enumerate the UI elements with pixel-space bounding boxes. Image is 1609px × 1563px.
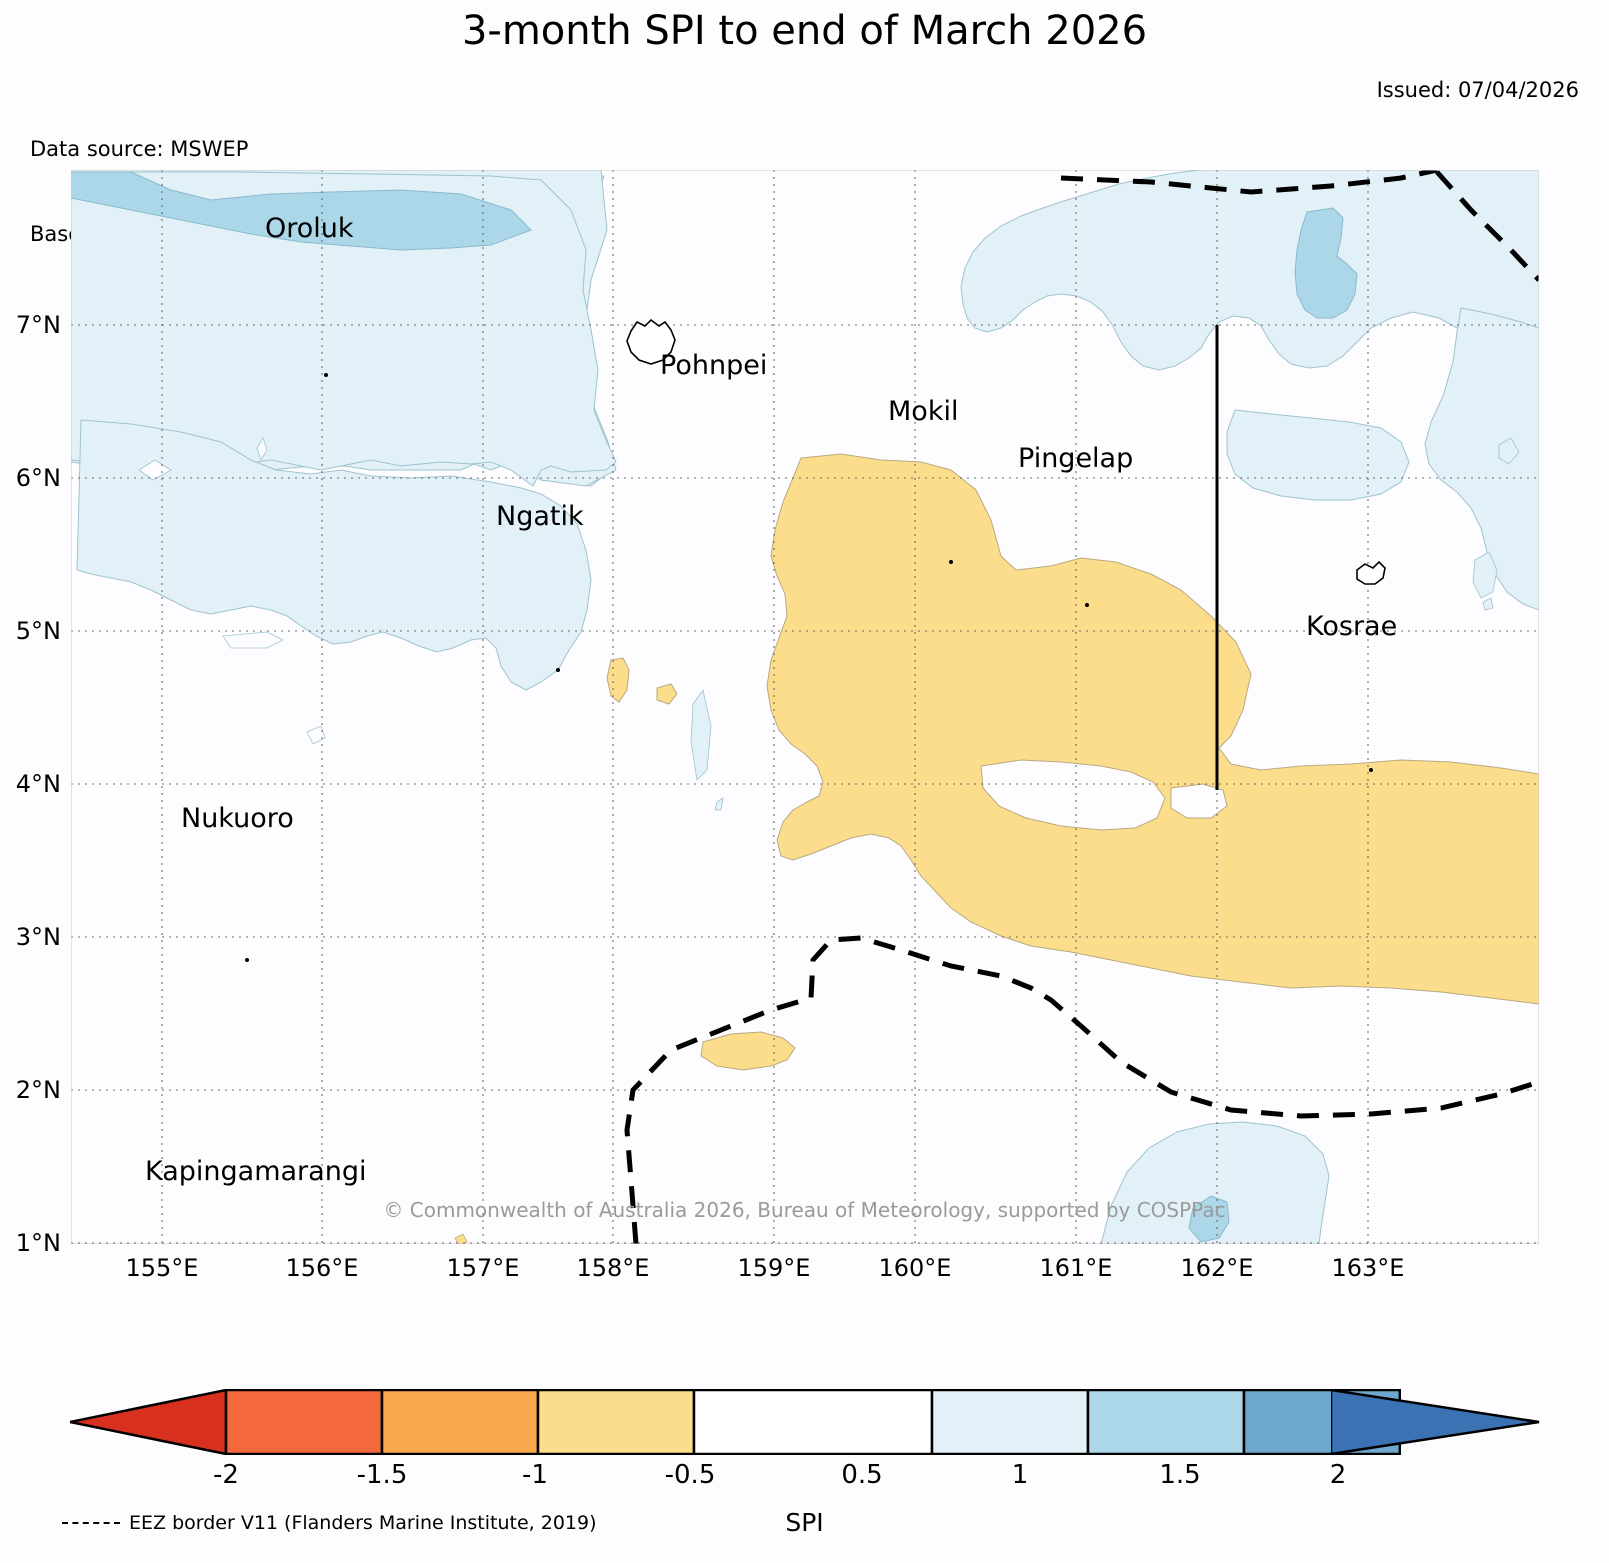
spi-island-ne-diamond — [1498, 437, 1520, 465]
x-axis-tick-156e: 156°E — [285, 1254, 359, 1282]
colorbar-tick--1: -1 — [522, 1460, 548, 1490]
map-hole-yellow-2 — [1170, 783, 1228, 819]
y-axis-tick-2n: 2°N — [15, 1076, 61, 1104]
y-axis-tick-5n: 5°N — [15, 617, 61, 645]
spi-region-small-dry-2 — [656, 683, 678, 705]
y-axis-tick-4n: 4°N — [15, 770, 61, 798]
x-axis-tick-162e: 162°E — [1180, 1254, 1254, 1282]
map-hole-1 — [222, 631, 284, 649]
island-outline-kosrae — [1356, 560, 1386, 585]
colorbar-tick-1: 1 — [1011, 1460, 1029, 1490]
map-hole-yellow-1 — [980, 759, 1166, 831]
place-markers — [245, 373, 1373, 962]
colorbar-bin-minus1p5-minus1 — [380, 1388, 540, 1456]
x-axis-tick-155e: 155°E — [125, 1254, 199, 1282]
map-panel[interactable] — [71, 170, 1539, 1244]
colorbar-tick-2: 2 — [1329, 1460, 1347, 1490]
spi-region-central-dry-lobe — [700, 1031, 796, 1071]
issued-date-text: Issued: 07/04/2026 — [1376, 78, 1579, 102]
colorbar-svg — [69, 1388, 1246, 1456]
page-title: 3-month SPI to end of March 2026 — [461, 8, 1148, 54]
map-hole-2 — [256, 437, 268, 461]
colorbar-tick-1.5: 1.5 — [1159, 1460, 1201, 1490]
spi-region-ne-lower — [1226, 409, 1410, 501]
spi-island-ne-tiny — [1482, 597, 1494, 611]
y-axis-tick-3n: 3°N — [15, 923, 61, 951]
x-axis-tick-159e: 159°E — [737, 1254, 811, 1282]
colorbar-bin-0p5-1 — [930, 1388, 1090, 1456]
colorbar-tick--0.5: -0.5 — [664, 1460, 716, 1490]
x-axis-tick-158e: 158°E — [576, 1254, 650, 1282]
spi-region-ne-slightwet — [960, 170, 1539, 371]
colorbar-right-arrow — [1331, 1389, 1540, 1455]
colorbar-svg-upper — [1242, 1389, 1401, 1455]
x-axis-tick-163e: 163°E — [1331, 1254, 1405, 1282]
eez-legend: EEZ border V11 (Flanders Marine Institut… — [62, 1512, 597, 1534]
data-source-text: Data source: MSWEP — [30, 136, 249, 161]
colorbar[interactable] — [69, 1388, 1401, 1456]
spi-island-ne-small — [1472, 551, 1498, 599]
spi-region-ne-right — [1424, 307, 1539, 611]
spi-island-se-medium — [1188, 1195, 1230, 1243]
eez-border — [624, 170, 1539, 1244]
y-axis-tick-1n: 1°N — [15, 1229, 61, 1257]
colorbar-tick--1.5: -1.5 — [356, 1460, 408, 1490]
map-sliver-1 — [690, 689, 712, 781]
colorbar-bin-1-1p5 — [1086, 1388, 1246, 1456]
x-axis-tick-160e: 160°E — [878, 1254, 952, 1282]
y-axis-tick-7n: 7°N — [15, 311, 61, 339]
spi-region-nw-moderatewet — [71, 171, 532, 251]
x-axis-tick-157e: 157°E — [446, 1254, 520, 1282]
eez-legend-label: EEZ border V11 (Flanders Marine Institut… — [129, 1512, 597, 1534]
map-hole-4 — [306, 725, 326, 745]
spi-region-nw-tail — [76, 419, 592, 691]
map-hole-3 — [138, 459, 172, 481]
eez-dash-icon — [62, 1522, 120, 1524]
colorbar-tick--2: -2 — [213, 1460, 239, 1490]
map-sliver-2 — [714, 797, 724, 811]
map-canvas — [71, 170, 1539, 1244]
y-axis-tick-6n: 6°N — [15, 464, 61, 492]
colorbar-axis-label: SPI — [785, 1508, 824, 1537]
colorbar-bin-neutral — [692, 1388, 934, 1456]
spi-region-ne-moderatewet — [1294, 207, 1358, 319]
spi-region-se-slightwet — [1100, 1121, 1330, 1244]
spi-region-central-dry — [766, 453, 1539, 1005]
colorbar-tick-0.5: 0.5 — [841, 1460, 883, 1490]
island-outline-pohnpei — [626, 318, 676, 365]
x-axis-tick-161e: 161°E — [1039, 1254, 1113, 1282]
